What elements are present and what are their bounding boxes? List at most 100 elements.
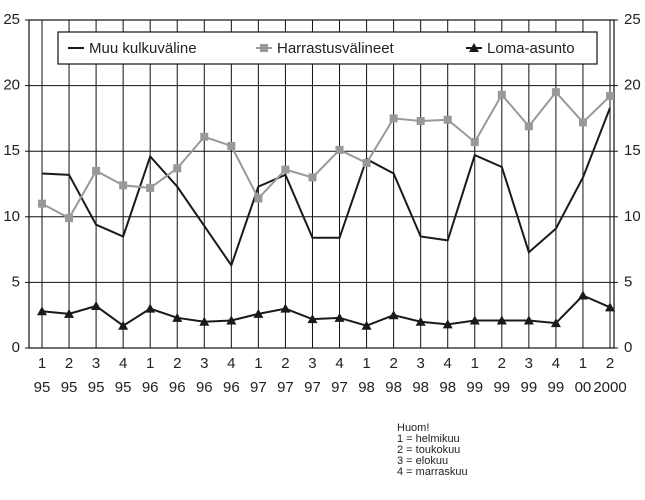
x-tick-label: 4 — [227, 355, 235, 372]
x-year-label: 98 — [385, 379, 402, 396]
y2-tick-label: 25 — [624, 11, 641, 28]
x-tick-label: 3 — [416, 355, 424, 372]
note-line: 3 = elokuu — [397, 455, 448, 467]
x-year-label: 98 — [358, 379, 375, 396]
y-tick-label: 15 — [3, 142, 20, 159]
x-tick-label: 1 — [579, 355, 587, 372]
x-year-label: 96 — [142, 379, 159, 396]
data-point — [496, 315, 507, 325]
x-tick-label: 4 — [335, 355, 343, 372]
data-point — [199, 316, 210, 326]
data-point — [145, 303, 156, 313]
data-point — [469, 315, 480, 325]
data-point — [308, 173, 317, 182]
x-year-label: 99 — [493, 379, 510, 396]
x-year-label: 95 — [88, 379, 105, 396]
y2-tick-label: 0 — [624, 339, 632, 356]
y2-tick-label: 20 — [624, 77, 641, 94]
data-point — [470, 138, 479, 147]
plot-frame — [28, 19, 615, 349]
x-tick-label: 2 — [65, 355, 73, 372]
x-tick-label: 4 — [552, 355, 560, 372]
data-point — [118, 320, 129, 330]
data-point — [64, 308, 75, 318]
x-tick-label: 2 — [498, 355, 506, 372]
y-tick-label: 10 — [3, 208, 20, 225]
data-point — [389, 114, 398, 123]
series-line — [41, 294, 611, 327]
data-point — [200, 132, 209, 141]
data-point — [415, 316, 426, 326]
data-point — [550, 318, 561, 328]
x-tick-label: 3 — [92, 355, 100, 372]
data-point — [91, 301, 102, 311]
x-tick-label: 2 — [606, 355, 614, 372]
x-year-label: 2000 — [593, 379, 626, 396]
x-year-label: 97 — [331, 379, 348, 396]
x-year-label: 99 — [466, 379, 483, 396]
data-point — [227, 141, 236, 150]
note-line: 1 = helmikuu — [397, 433, 460, 445]
x-year-label: 97 — [277, 379, 294, 396]
data-point — [119, 181, 128, 190]
x-tick-label: 3 — [525, 355, 533, 372]
x-tick-label: 1 — [38, 355, 46, 372]
data-point — [605, 302, 615, 312]
data-point — [497, 90, 506, 99]
data-point — [146, 183, 155, 192]
data-point — [307, 314, 318, 324]
y-tick-label: 0 — [12, 339, 20, 356]
data-point — [442, 319, 453, 329]
note-line: 2 = toukokuu — [397, 444, 460, 456]
x-tick-label: 4 — [119, 355, 127, 372]
data-point — [577, 290, 588, 300]
legend-label: Loma-asunto — [487, 40, 575, 57]
data-point — [335, 145, 344, 154]
data-point — [253, 308, 264, 318]
x-year-label: 99 — [521, 379, 538, 396]
y-tick-label: 25 — [3, 11, 20, 28]
legend-label: Harrastusvälineet — [277, 40, 395, 57]
x-year-label: 98 — [439, 379, 456, 396]
data-point — [172, 312, 183, 322]
legend-label: Muu kulkuväline — [89, 40, 197, 57]
x-year-label: 97 — [304, 379, 321, 396]
x-year-label: 95 — [61, 379, 78, 396]
y2-tick-label: 5 — [624, 273, 632, 290]
x-tick-label: 1 — [362, 355, 370, 372]
data-point — [606, 92, 614, 101]
data-point — [388, 310, 399, 320]
y2-tick-label: 15 — [624, 142, 641, 159]
x-tick-label: 2 — [173, 355, 181, 372]
data-point — [38, 199, 46, 208]
data-point — [523, 315, 534, 325]
legend-marker — [469, 43, 479, 52]
x-year-label: 96 — [196, 379, 213, 396]
data-point — [578, 118, 587, 127]
y-tick-label: 20 — [3, 77, 20, 94]
data-point — [226, 315, 237, 325]
data-point — [524, 122, 533, 131]
note-line: 4 = marraskuu — [397, 466, 468, 478]
data-point — [173, 164, 182, 173]
data-point — [362, 159, 371, 168]
data-point — [551, 88, 560, 97]
data-point — [443, 115, 452, 124]
data-point — [280, 303, 291, 313]
x-year-label: 00 — [575, 379, 592, 396]
x-tick-label: 1 — [146, 355, 154, 372]
x-year-label: 98 — [412, 379, 429, 396]
x-year-label: 95 — [115, 379, 132, 396]
x-tick-label: 3 — [200, 355, 208, 372]
data-point — [65, 214, 74, 223]
data-point — [37, 306, 47, 316]
x-year-label: 97 — [250, 379, 267, 396]
legend-marker — [260, 44, 268, 52]
x-tick-label: 3 — [308, 355, 316, 372]
x-year-label: 99 — [548, 379, 565, 396]
x-year-label: 96 — [223, 379, 240, 396]
x-year-label: 95 — [34, 379, 51, 396]
y-tick-label: 5 — [12, 273, 20, 290]
